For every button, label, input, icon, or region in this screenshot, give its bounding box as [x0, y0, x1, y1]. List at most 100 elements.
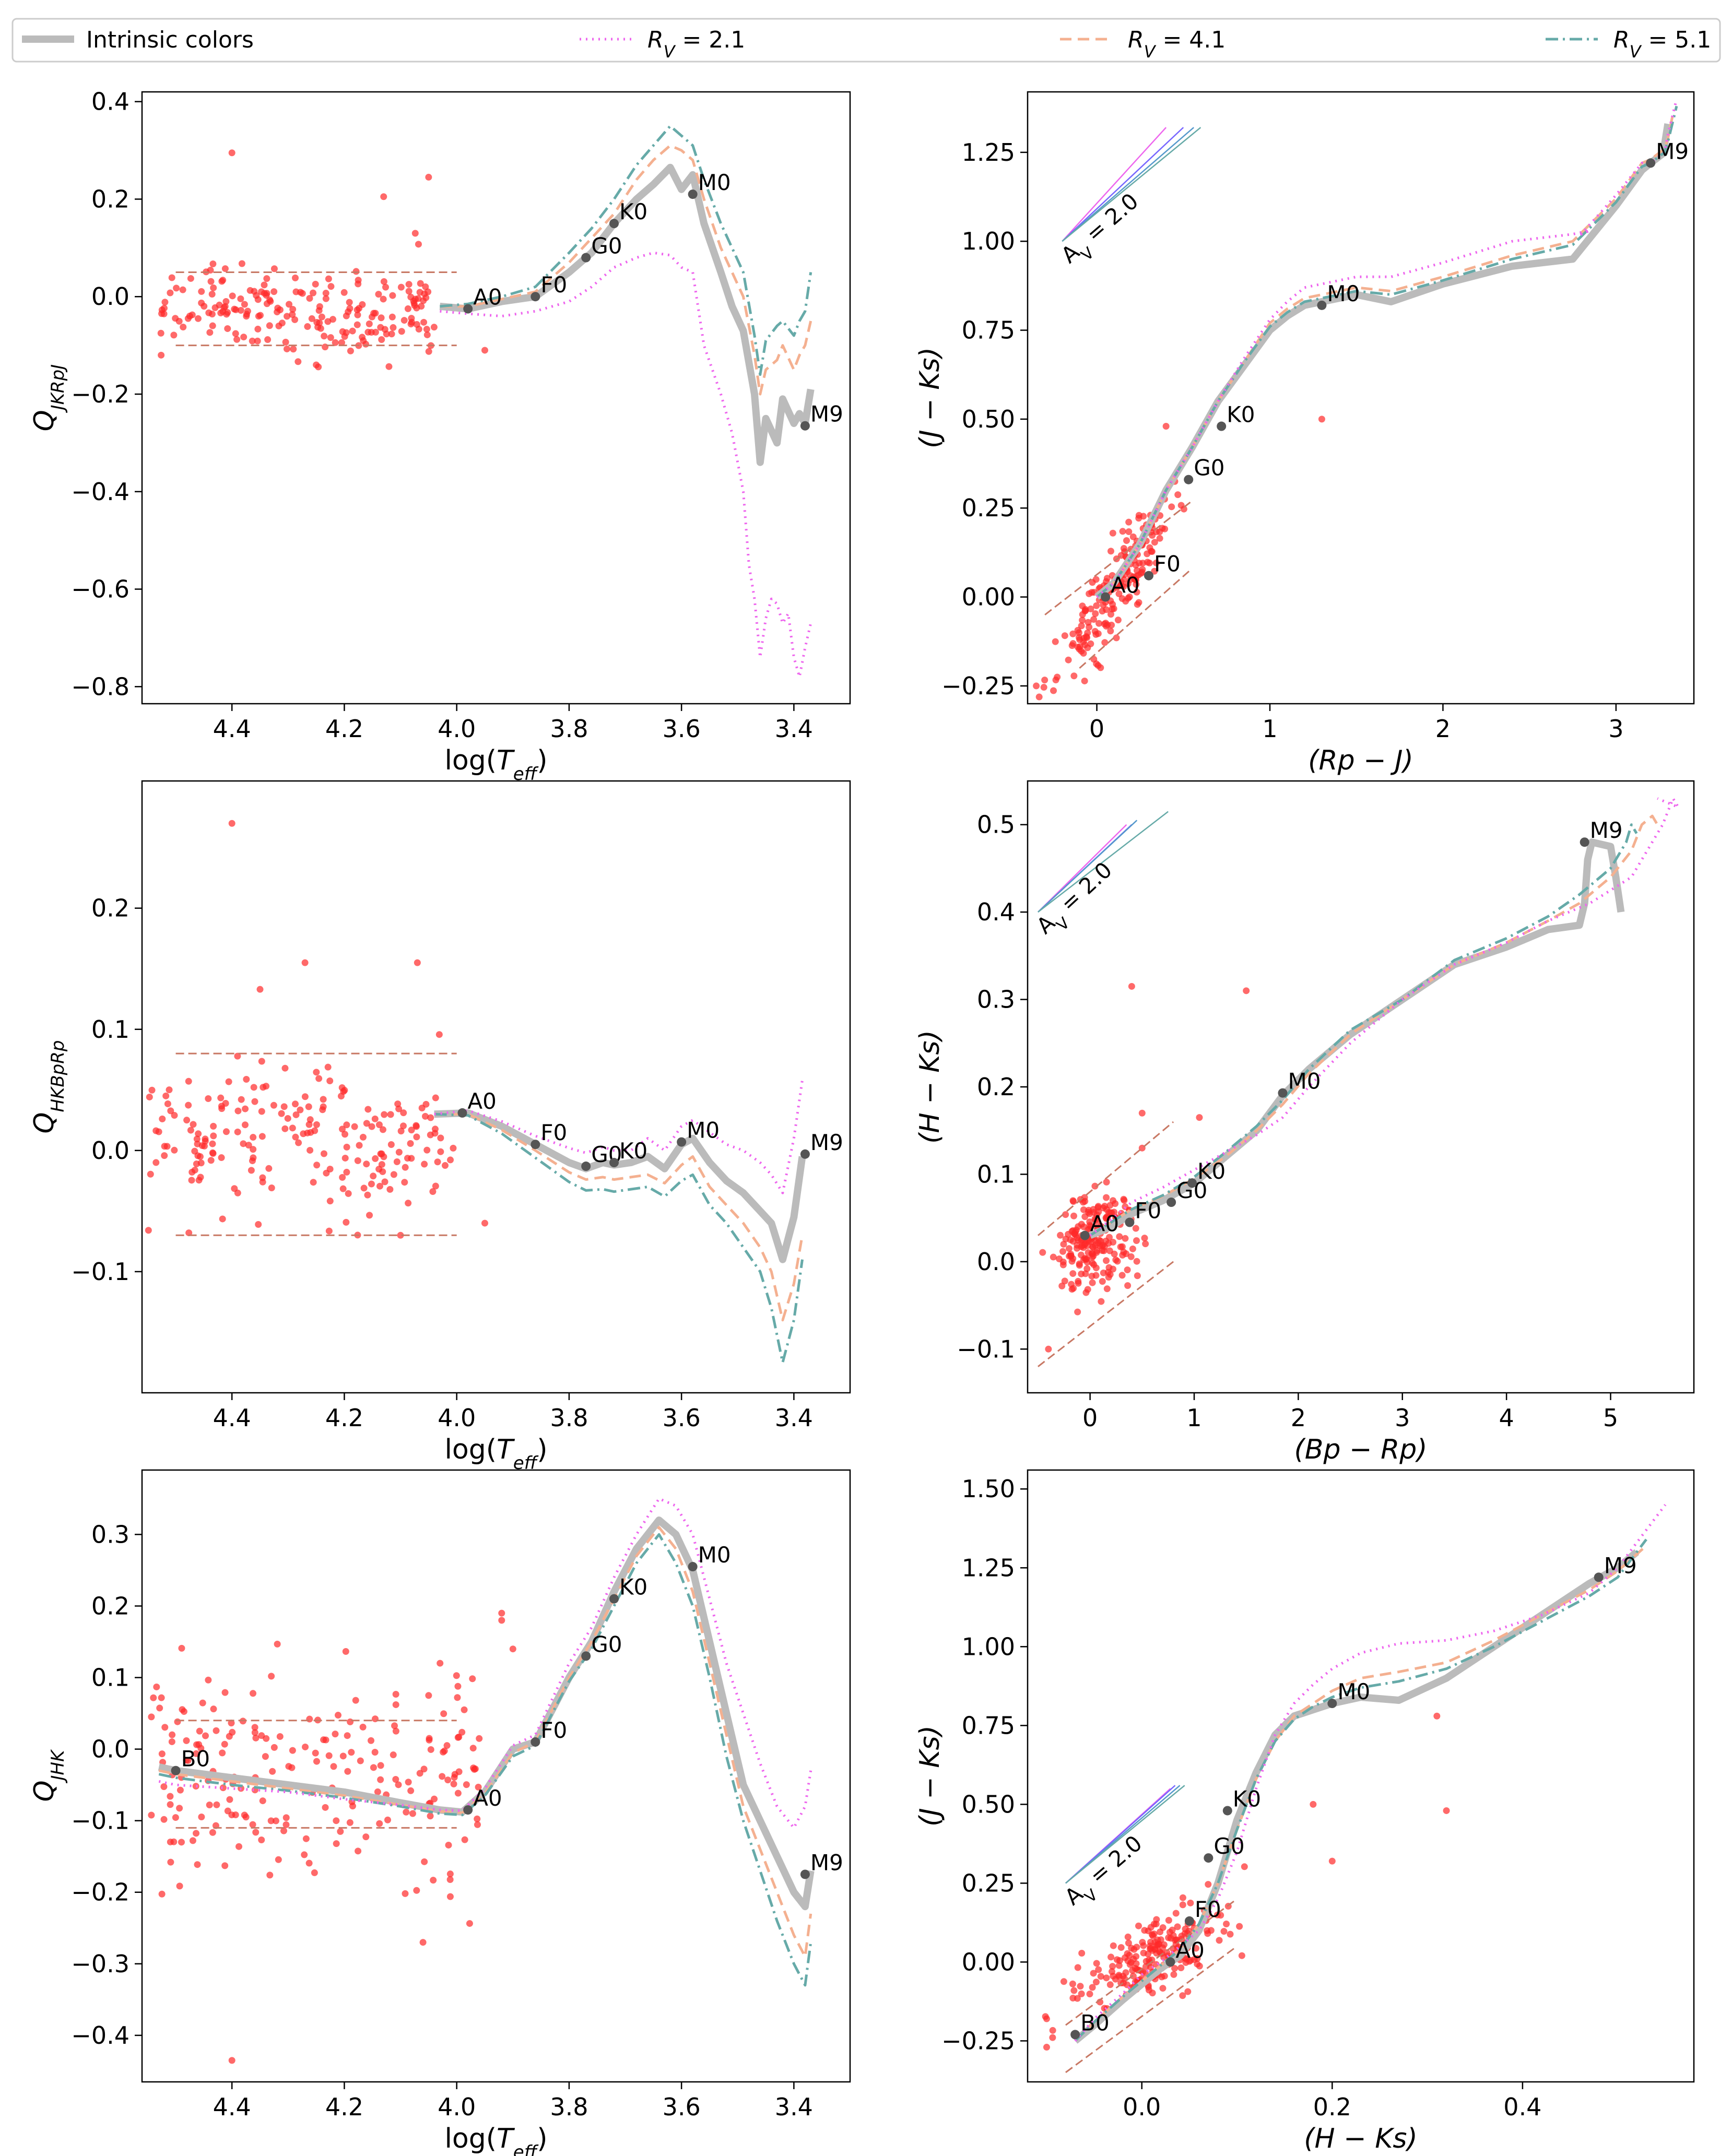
star-point — [292, 1133, 299, 1141]
x-axis-label-p4: (Bp − Rp) — [1294, 1434, 1427, 1465]
star-point — [1097, 664, 1104, 671]
star-point — [1112, 1200, 1119, 1207]
star-point — [158, 351, 165, 359]
star-point — [300, 1130, 307, 1138]
star-point — [404, 305, 411, 312]
y-tick-label-p3: 0.1 — [91, 1015, 129, 1044]
spectral-point-m0 — [1317, 300, 1327, 310]
star-point — [180, 324, 187, 331]
star-point — [178, 1644, 185, 1652]
y-axis-label-p3: QHKBpRp — [29, 1040, 68, 1134]
star-point — [411, 295, 419, 303]
star-point — [1068, 1258, 1076, 1265]
star-point — [393, 1158, 400, 1165]
star-point — [280, 1103, 288, 1110]
star-point — [402, 1890, 409, 1897]
spectral-point-k0 — [609, 1158, 619, 1168]
star-point — [198, 288, 205, 295]
star-point — [1318, 416, 1325, 423]
plot-frame-p3 — [141, 780, 851, 1394]
star-point — [1095, 1966, 1102, 1973]
star-point — [202, 1135, 209, 1143]
star-point — [1043, 2044, 1050, 2051]
star-point — [368, 1180, 375, 1188]
star-point — [259, 1797, 266, 1805]
star-point — [222, 1128, 230, 1135]
spectral-label-m0: M0 — [1337, 1679, 1370, 1704]
star-point — [195, 1177, 203, 1184]
star-point — [289, 1124, 296, 1132]
legend-label-rv21: RV = 2.1 — [647, 27, 745, 62]
star-point — [252, 1734, 260, 1742]
star-point — [1085, 1209, 1092, 1216]
star-point — [454, 1790, 462, 1797]
star-point — [420, 1766, 428, 1773]
star-point — [421, 1858, 428, 1865]
star-point — [167, 1858, 174, 1866]
star-point — [320, 1096, 327, 1103]
star-point — [210, 1705, 217, 1713]
spectral-point-b0 — [171, 1766, 181, 1775]
star-point — [292, 288, 300, 295]
y-tick-label-p5: −0.3 — [71, 1950, 129, 1978]
star-point — [413, 1887, 420, 1894]
star-point — [188, 1177, 195, 1184]
star-point — [1049, 2034, 1056, 2041]
star-point — [183, 1757, 190, 1764]
star-point — [372, 328, 379, 336]
star-point — [447, 1156, 454, 1164]
star-point — [454, 1734, 462, 1741]
star-point — [405, 1779, 412, 1786]
star-point — [198, 1814, 205, 1821]
star-point — [264, 336, 272, 343]
star-point — [1142, 1240, 1149, 1248]
star-point — [158, 310, 166, 317]
star-point — [158, 1750, 166, 1758]
star-point — [1109, 529, 1116, 537]
star-point — [219, 1784, 227, 1792]
star-point — [171, 1146, 178, 1154]
star-point — [241, 1121, 249, 1129]
star-point — [221, 1740, 228, 1748]
star-point — [1125, 518, 1133, 526]
star-point — [423, 326, 430, 333]
y-tick-label-p5: −0.4 — [71, 2021, 129, 2050]
star-point — [194, 315, 202, 322]
star-point — [375, 291, 382, 298]
star-point — [1124, 1282, 1132, 1289]
star-point — [1108, 1968, 1115, 1975]
star-point — [1123, 537, 1130, 544]
star-point — [1158, 1973, 1165, 1981]
star-point — [425, 348, 432, 355]
y-tick-label-p6: 1.25 — [962, 1554, 1015, 1582]
star-point — [461, 1836, 468, 1843]
star-point — [289, 1747, 296, 1754]
star-point — [1151, 567, 1158, 575]
star-point — [1196, 1114, 1203, 1121]
star-point — [163, 1143, 171, 1150]
star-point — [313, 1758, 320, 1765]
spectral-point-k0 — [609, 219, 619, 229]
star-point — [1102, 1237, 1110, 1245]
star-point — [1184, 1988, 1192, 1995]
star-point — [429, 1188, 437, 1195]
star-point — [1058, 1282, 1066, 1289]
star-point — [1111, 1250, 1118, 1258]
star-point — [322, 295, 329, 302]
spectral-point-a0 — [1080, 1230, 1090, 1240]
star-point — [278, 1110, 285, 1117]
star-point — [226, 1796, 233, 1803]
star-point — [475, 1783, 482, 1791]
star-point — [167, 1793, 174, 1800]
star-point — [466, 1920, 473, 1927]
star-point — [414, 959, 421, 966]
star-point — [315, 1075, 323, 1082]
plot-frame-p4 — [1027, 780, 1695, 1394]
star-point — [469, 1745, 477, 1752]
star-point — [359, 1133, 367, 1141]
star-point — [1118, 1272, 1126, 1279]
reddening-vector — [1062, 127, 1201, 242]
star-point — [312, 280, 319, 288]
star-point — [378, 1161, 385, 1168]
star-point — [187, 275, 194, 282]
